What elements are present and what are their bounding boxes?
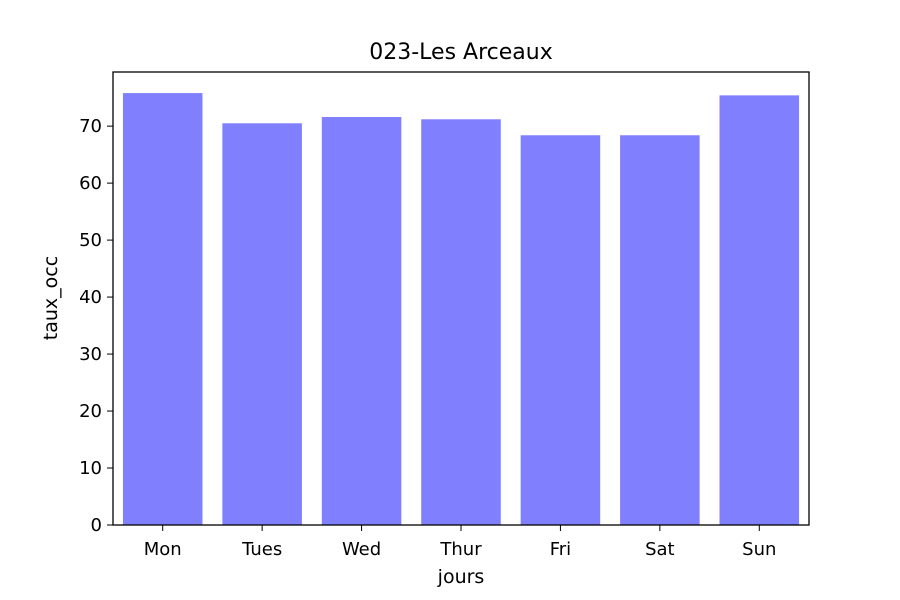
- x-tick-label-sat: Sat: [645, 539, 675, 560]
- y-axis-label: taux_occ: [40, 256, 62, 340]
- y-axis-ticks: 0 10 20 30 40 50 60 70: [79, 116, 113, 536]
- y-tick-label-10: 10: [79, 458, 102, 479]
- x-tick-label-fri: Fri: [550, 539, 571, 560]
- x-axis-ticks: Mon Tues Wed Thur Fri Sat Sun: [144, 525, 776, 560]
- x-tick-label-tues: Tues: [241, 539, 282, 560]
- bar-tues: [222, 123, 302, 525]
- y-tick-label-50: 50: [79, 230, 102, 251]
- y-tick-label-30: 30: [79, 344, 102, 365]
- bar-thur: [421, 119, 501, 525]
- y-tick-label-20: 20: [79, 401, 102, 422]
- bar-wed: [321, 117, 402, 526]
- chart-title: 023-Les Arceaux: [369, 40, 552, 65]
- y-tick-label-60: 60: [79, 173, 102, 194]
- y-tick-label-0: 0: [91, 515, 102, 536]
- x-tick-label-sun: Sun: [742, 539, 776, 560]
- bars-group: [122, 93, 800, 526]
- x-tick-label-wed: Wed: [342, 539, 381, 560]
- y-tick-label-70: 70: [79, 116, 102, 137]
- bar-fri: [520, 135, 601, 525]
- x-tick-label-thur: Thur: [439, 539, 482, 560]
- bar-mon: [122, 93, 203, 525]
- x-axis-label: jours: [437, 566, 485, 588]
- plot-frame: [112, 71, 810, 526]
- bar-sun: [719, 95, 800, 526]
- y-tick-label-40: 40: [79, 287, 102, 308]
- bar-sat: [620, 135, 700, 525]
- x-tick-label-mon: Mon: [144, 539, 182, 560]
